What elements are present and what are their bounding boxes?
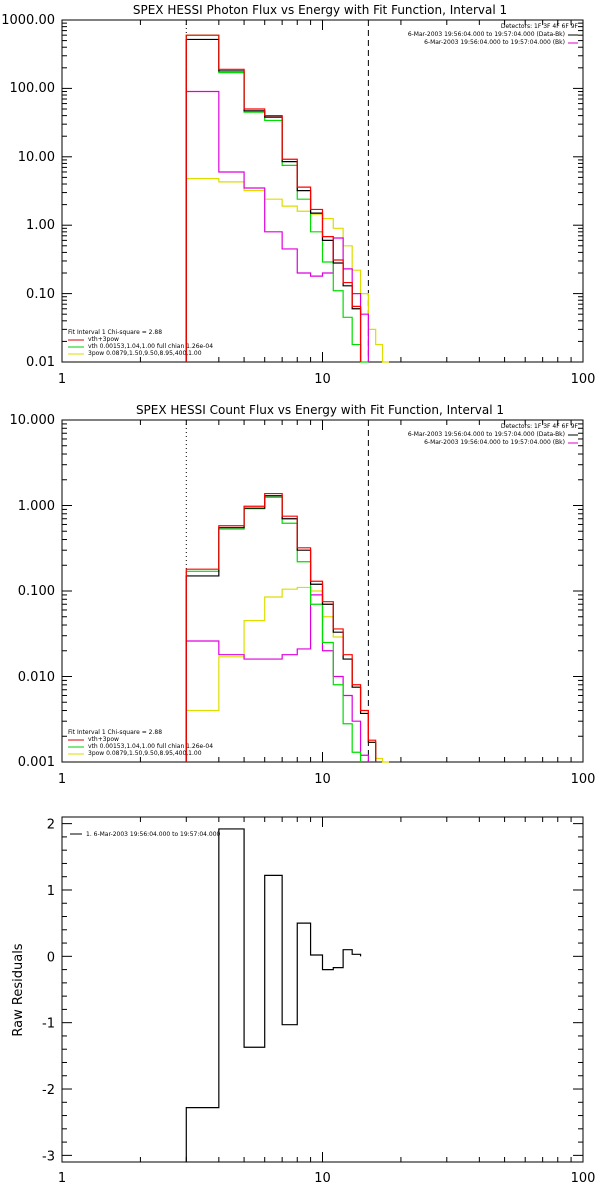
y-tick-label: 10.000 — [10, 413, 56, 428]
x-tick-label: 100 — [571, 1171, 596, 1186]
x-tick-label: 1 — [58, 372, 66, 387]
y-tick-label: 0.100 — [18, 584, 55, 599]
fit-interval-label: Fit Interval 1 Chi-square = 2.88 — [68, 329, 162, 336]
series-step-2 — [185, 496, 362, 762]
axis-ticks — [61, 817, 584, 1162]
bk-interval-label: 6-Mar-2003 19:56:04.000 to 19:57:04.000 … — [424, 39, 565, 46]
x-tick-label: 100 — [571, 372, 596, 387]
y-tick-label: 0 — [47, 950, 55, 965]
count-x-tick-labels: 1 10 100 — [58, 772, 596, 787]
photon-flux-panel: SPEX HESSI Photon Flux vs Energy with Fi… — [1, 3, 595, 387]
fit-3pow-label: 3pow 0.0879,1.50,9.50,8.95,400,1.00 — [88, 350, 202, 357]
x-tick-label: 10 — [314, 772, 331, 787]
series-step-1 — [185, 492, 377, 762]
count-header-text: Detectors: 1F 3F 4F 6F 9F 6-Mar-2003 19:… — [408, 423, 579, 446]
y-tick-label: 1.000 — [18, 499, 55, 514]
x-tick-label: 1 — [58, 772, 66, 787]
y-tick-label: 0.10 — [26, 287, 55, 302]
photon-y-tick-labels: 0.01 0.10 1.00 10.00 100.00 1000.00 — [1, 13, 55, 370]
x-tick-label: 1 — [58, 1171, 66, 1186]
y-tick-label: 0.010 — [18, 670, 55, 685]
residuals-x-tick-labels: 1 10 100 — [58, 1171, 596, 1186]
fit-interval-label: Fit Interval 1 Chi-square = 2.88 — [68, 729, 162, 736]
count-flux-panel: SPEX HESSI Count Flux vs Energy with Fit… — [10, 403, 596, 787]
y-tick-label: -3 — [42, 1149, 55, 1164]
y-tick-label: 10.00 — [18, 150, 55, 165]
detectors-label: Detectors: 1F 3F 4F 6F 9F — [501, 423, 579, 430]
fit-3pow-label: 3pow 0.0879,1.50,9.50,8.95,400,1.00 — [88, 750, 202, 757]
fit-swatches — [68, 339, 84, 355]
fit-vth-label: vth 0.00153,1.04,1.00 full chian 1.26e-0… — [88, 743, 213, 750]
residuals-y-tick-labels: 2 1 0 -1 -2 -3 — [42, 818, 55, 1165]
fit-vth-label: vth 0.00153,1.04,1.00 full chian 1.26e-0… — [88, 343, 213, 350]
count-y-tick-labels: 0.001 0.010 0.100 1.000 10.000 — [10, 413, 56, 770]
y-tick-label: 2 — [47, 818, 55, 833]
fit-model-label: vth+3pow — [88, 336, 119, 343]
photon-header-text: Detectors: 1F 3F 4F 6F 9F 6-Mar-2003 19:… — [408, 23, 579, 46]
y-tick-label: 1 — [47, 884, 55, 899]
photon-x-tick-labels: 1 10 100 — [58, 372, 596, 387]
x-tick-label: 10 — [314, 1171, 331, 1186]
y-tick-label: 1.00 — [26, 218, 55, 233]
count-fit-text: Fit Interval 1 Chi-square = 2.88 vth+3po… — [68, 729, 213, 757]
count-panel-title: SPEX HESSI Count Flux vs Energy with Fit… — [136, 403, 504, 417]
axis-ticks — [61, 19, 584, 363]
series-step-0 — [185, 828, 362, 1162]
y-tick-label: 0.01 — [26, 355, 55, 370]
header-swatches — [568, 34, 578, 44]
y-tick-label: 0.001 — [18, 755, 55, 770]
x-tick-label: 100 — [571, 772, 596, 787]
data-interval-label: 6-Mar-2003 19:56:04.000 to 19:57:04.000 … — [408, 31, 565, 38]
y-tick-label: -1 — [42, 1017, 55, 1032]
axis-ticks — [61, 419, 584, 763]
residuals-panel: Raw Residuals 1 10 100 2 1 0 -1 -2 -3 1.… — [11, 816, 596, 1186]
fit-swatches — [68, 739, 84, 755]
y-tick-label: -2 — [42, 1083, 55, 1098]
bk-interval-label: 6-Mar-2003 19:56:04.000 to 19:57:04.000 … — [424, 439, 565, 446]
y-tick-label: 1000.00 — [1, 13, 55, 28]
fit-model-label: vth+3pow — [88, 736, 119, 743]
residuals-y-axis-label: Raw Residuals — [11, 943, 26, 1036]
x-tick-label: 10 — [314, 372, 331, 387]
residuals-legend-label: 1. 6-Mar-2003 19:56:04.000 to 19:57:04.0… — [86, 831, 221, 838]
data-interval-label: 6-Mar-2003 19:56:04.000 to 19:57:04.000 … — [408, 431, 565, 438]
photon-panel-title: SPEX HESSI Photon Flux vs Energy with Fi… — [133, 3, 507, 17]
y-tick-label: 100.00 — [10, 81, 56, 96]
detectors-label: Detectors: 1F 3F 4F 6F 9F — [501, 23, 579, 30]
photon-fit-text: Fit Interval 1 Chi-square = 2.88 vth+3po… — [68, 329, 213, 357]
series-step-1 — [185, 34, 362, 362]
header-swatches — [568, 434, 578, 444]
series-step-0 — [185, 38, 362, 362]
